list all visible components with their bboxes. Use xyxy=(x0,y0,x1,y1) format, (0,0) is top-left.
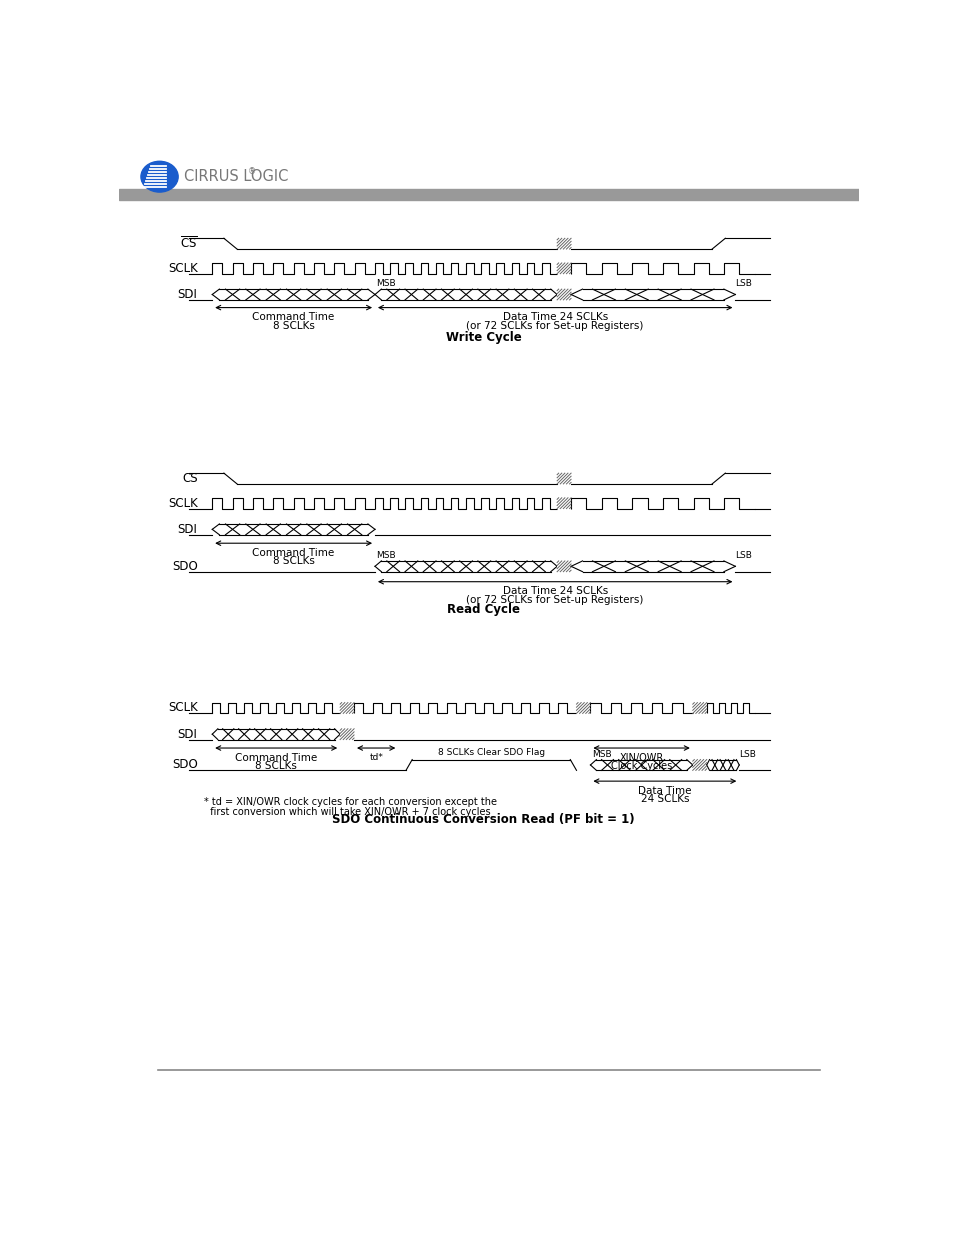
Text: 8 SCLKs Clear SDO Flag: 8 SCLKs Clear SDO Flag xyxy=(437,748,544,757)
Text: SDO Continuous Conversion Read (PF bit = 1): SDO Continuous Conversion Read (PF bit =… xyxy=(332,813,634,826)
Text: MSB: MSB xyxy=(376,551,395,561)
Text: SDI: SDI xyxy=(177,288,197,301)
Text: Clock Cycles: Clock Cycles xyxy=(610,761,672,771)
Text: LSB: LSB xyxy=(735,279,752,288)
Text: * td = XIN/OWR clock cycles for each conversion except the: * td = XIN/OWR clock cycles for each con… xyxy=(204,797,497,806)
Text: Data Time: Data Time xyxy=(638,785,691,795)
Text: $\overline{\mathsf{CS}}$: $\overline{\mathsf{CS}}$ xyxy=(180,236,197,252)
Bar xyxy=(557,238,571,249)
Text: LSB: LSB xyxy=(735,551,752,561)
Text: 8 SCLKs: 8 SCLKs xyxy=(255,761,296,771)
Bar xyxy=(576,703,590,714)
Text: XIN/OWR: XIN/OWR xyxy=(618,752,663,763)
Text: SCLK: SCLK xyxy=(168,496,197,510)
Text: SCLK: SCLK xyxy=(168,701,197,715)
Text: SDO: SDO xyxy=(172,559,197,573)
Text: MSB: MSB xyxy=(592,750,611,758)
Bar xyxy=(340,729,354,740)
Text: (or 72 SCLKs for Set-up Registers): (or 72 SCLKs for Set-up Registers) xyxy=(466,595,643,605)
Text: SDI: SDI xyxy=(177,522,197,536)
Text: CIRRUS LOGIC: CIRRUS LOGIC xyxy=(184,169,289,184)
Text: ®: ® xyxy=(248,167,256,175)
Text: first conversion which will take XIN/OWR + 7 clock cycles: first conversion which will take XIN/OWR… xyxy=(204,806,491,816)
Text: (or 72 SCLKs for Set-up Registers): (or 72 SCLKs for Set-up Registers) xyxy=(466,321,643,331)
Bar xyxy=(119,189,858,200)
Bar xyxy=(557,498,571,509)
Text: SDO: SDO xyxy=(172,758,197,772)
Text: MSB: MSB xyxy=(376,279,395,288)
Text: Read Cycle: Read Cycle xyxy=(447,603,519,615)
Text: Data Time 24 SCLKs: Data Time 24 SCLKs xyxy=(502,587,607,597)
Text: 24 SCLKs: 24 SCLKs xyxy=(639,794,688,804)
Text: SCLK: SCLK xyxy=(168,262,197,275)
Bar xyxy=(340,703,354,714)
Text: Write Cycle: Write Cycle xyxy=(445,331,521,343)
Text: LSB: LSB xyxy=(739,750,756,758)
Text: 8 SCLKs: 8 SCLKs xyxy=(273,556,314,567)
Bar xyxy=(557,473,571,484)
Bar xyxy=(557,263,571,274)
Text: td*: td* xyxy=(369,752,383,762)
Ellipse shape xyxy=(141,162,178,193)
Bar xyxy=(692,703,706,714)
Text: Command Time: Command Time xyxy=(253,312,335,322)
Text: SDI: SDI xyxy=(177,727,197,741)
Text: Command Time: Command Time xyxy=(234,752,317,763)
Text: Command Time: Command Time xyxy=(253,548,335,558)
Bar xyxy=(557,289,571,300)
Text: 8 SCLKs: 8 SCLKs xyxy=(273,321,314,331)
Text: CS: CS xyxy=(182,472,197,485)
Bar xyxy=(692,760,706,771)
Bar xyxy=(557,561,571,572)
Text: Data Time 24 SCLKs: Data Time 24 SCLKs xyxy=(502,312,607,322)
